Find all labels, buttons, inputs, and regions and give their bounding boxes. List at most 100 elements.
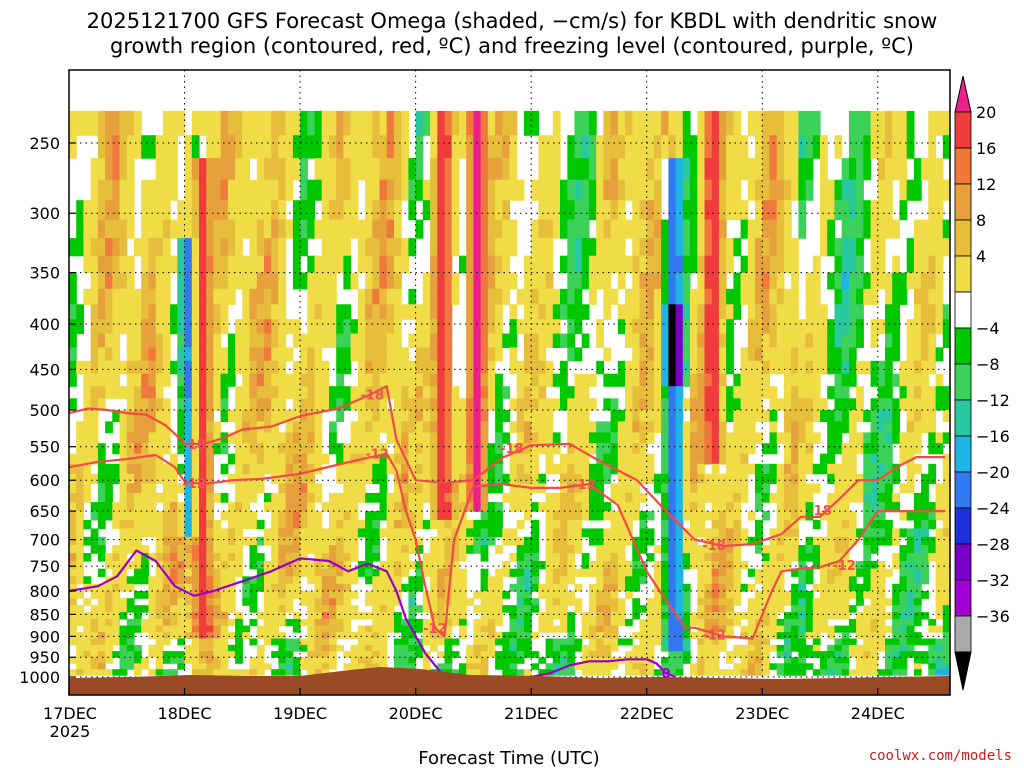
omega-cell (653, 386, 662, 399)
omega-cell (545, 511, 554, 521)
omega-cell (357, 492, 366, 503)
omega-cell (646, 333, 655, 348)
omega-cell (379, 651, 388, 658)
omega-cell (285, 319, 294, 335)
omega-cell (581, 612, 590, 620)
omega-cell (625, 583, 633, 592)
omega-cell (199, 545, 207, 554)
omega-cell (704, 135, 713, 159)
omega-cell (430, 373, 438, 387)
omega-cell (408, 410, 417, 422)
omega-cell (523, 347, 532, 362)
omega-cell (856, 238, 864, 257)
omega-cell (718, 453, 727, 465)
omega-cell (487, 304, 496, 320)
omega-cell (834, 443, 843, 455)
omega-cell (408, 561, 417, 570)
omega-cell (877, 238, 886, 257)
omega-cell (653, 272, 662, 290)
omega-cell (227, 591, 236, 599)
omega-cell (487, 502, 496, 512)
omega-cell (899, 110, 908, 136)
omega-cell (285, 110, 294, 136)
omega-cell (516, 288, 525, 305)
omega-cell (863, 644, 872, 652)
omega-cell (249, 669, 258, 676)
omega-cell (264, 135, 272, 159)
omega-cell (617, 443, 626, 455)
omega-cell (350, 663, 359, 670)
omega-cell (278, 453, 287, 465)
omega-cell (473, 410, 482, 422)
omega-cell (177, 612, 186, 620)
omega-cell (155, 511, 164, 521)
omega-cell (329, 605, 337, 613)
omega-cell (646, 421, 655, 434)
omega-cell (90, 638, 99, 646)
omega-cell (90, 618, 99, 627)
omega-cell (126, 545, 135, 554)
omega-cell (292, 625, 301, 633)
omega-cell (242, 288, 251, 305)
omega-cell (126, 651, 135, 658)
omega-cell (906, 553, 915, 562)
omega-cell (177, 483, 186, 494)
omega-cell (357, 333, 366, 348)
omega-cell (199, 511, 207, 521)
omega-cell (617, 219, 626, 239)
omega-cell (242, 591, 251, 599)
omega-cell (718, 333, 727, 348)
omega-cell (155, 644, 164, 652)
omega-cell (596, 432, 604, 444)
omega-cell (711, 463, 720, 475)
omega-cell (921, 511, 929, 521)
omega-cell (639, 576, 648, 585)
omega-cell (560, 453, 568, 465)
omega-cell (545, 536, 554, 546)
omega-cell (97, 386, 106, 399)
omega-cell (791, 179, 799, 201)
omega-cell (162, 632, 171, 640)
omega-cell (848, 576, 857, 585)
omega-cell (769, 135, 778, 159)
omega-cell (733, 545, 742, 554)
omega-cell (841, 651, 850, 658)
omega-cell (523, 421, 532, 434)
omega-cell (466, 483, 474, 494)
omega-cell (516, 386, 525, 399)
omega-cell (690, 179, 698, 201)
omega-cell (726, 473, 734, 485)
omega-cell (292, 657, 301, 664)
omega-cell (264, 398, 272, 411)
omega-cell (372, 663, 381, 670)
omega-cell (596, 473, 604, 485)
omega-cell (834, 492, 843, 503)
omega-cell (487, 644, 496, 652)
omega-cell (545, 238, 554, 257)
omega-cell (639, 618, 648, 627)
omega-cell (401, 483, 409, 494)
omega-cell (213, 347, 222, 362)
omega-cell (119, 632, 128, 640)
omega-cell (97, 502, 106, 512)
omega-cell (112, 618, 121, 627)
omega-cell (834, 576, 843, 585)
omega-cell (682, 473, 691, 485)
omega-cell (545, 591, 554, 599)
omega-cell (675, 536, 684, 546)
omega-cell (581, 528, 590, 538)
omega-cell (538, 561, 547, 570)
omega-cell (798, 511, 807, 521)
omega-cell (531, 373, 539, 387)
omega-cell (415, 519, 424, 530)
omega-cell (682, 304, 691, 320)
omega-cell (906, 605, 915, 613)
omega-cell (264, 410, 272, 422)
omega-cell (798, 651, 807, 658)
omega-cell (329, 398, 337, 411)
omega-cell (321, 219, 330, 239)
omega-cell (740, 373, 749, 387)
omega-cell (646, 410, 655, 422)
omega-cell (625, 219, 633, 239)
omega-cell (841, 536, 850, 546)
